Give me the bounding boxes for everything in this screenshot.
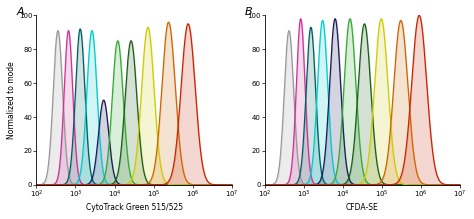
X-axis label: CytoTrack Green 515/525: CytoTrack Green 515/525 [86, 203, 182, 212]
Text: A: A [17, 7, 25, 17]
Text: B: B [245, 7, 253, 17]
Y-axis label: Normalized to mode: Normalized to mode [7, 61, 16, 139]
X-axis label: CFDA-SE: CFDA-SE [346, 203, 379, 212]
